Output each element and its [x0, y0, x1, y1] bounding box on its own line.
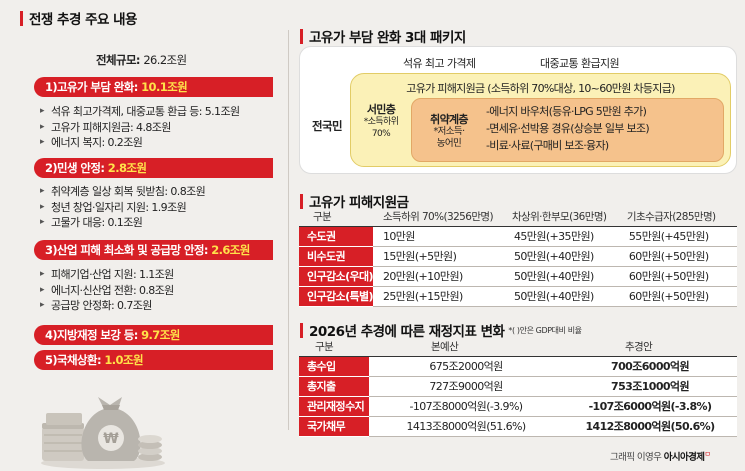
svg-text:₩: ₩ — [103, 431, 119, 447]
section-3-pill: 3)산업 피해 최소화 및 공급망 안정: 2.6조원 — [34, 240, 273, 260]
table-header-row: 구분 본예산 추경안 — [299, 338, 737, 357]
section-4-pill: 4)지방재정 보강 등: 9.7조원 — [34, 325, 273, 345]
table-row: 총수입 675조2000억원 700조6000억원 — [299, 356, 737, 377]
list-item: 공급망 안정화: 0.7조원 — [40, 298, 174, 314]
credit: 그래픽 이영우 아시아경제ㅁ — [610, 450, 711, 464]
list-item: 에너지·신산업 전환: 0.8조원 — [40, 283, 174, 299]
title-bar — [300, 28, 303, 44]
package-col2: 대중교통 환급지원 — [540, 57, 620, 70]
table-row: 총지출 727조9000억원 753조1000억원 — [299, 376, 737, 397]
section-2-pill: 2)민생 안정: 2.8조원 — [34, 158, 273, 178]
list-item: 취약계층 일상 회복 뒷받침: 0.8조원 — [40, 184, 206, 200]
benefit-list: -에너지 바우처(등유·LPG 5만원 추가) -면세유·선박용 경유(상승분 … — [486, 103, 650, 154]
section-5-pill: 5)국채상환: 1.0조원 — [34, 350, 273, 370]
column-divider — [288, 30, 289, 430]
section-2-list: 취약계층 일상 회복 뒷받침: 0.8조원 청년 창업·일자리 지원: 1.9조… — [40, 184, 206, 231]
table-header-row: 구분 소득하위 70%(3256만명) 차상위·한부모(36만명) 기초수급자(… — [299, 208, 737, 227]
section-1-pill: 1)고유가 부담 완화: 10.1조원 — [34, 77, 273, 97]
table-row: 인구감소(특별) 25만원(+15만원) 50만원(+40만원) 60만원(+5… — [299, 286, 737, 307]
package-col1: 석유 최고 가격제 — [403, 57, 476, 70]
support-line: 고유가 피해지원금 (소득하위 70%대상, 10~60만원 차등지급) — [406, 82, 675, 95]
package-title: 고유가 부담 완화 3대 패키지 — [300, 26, 466, 46]
list-item: -에너지 바우처(등유·LPG 5만원 추가) — [486, 105, 647, 118]
fiscal-title: 2026년 추경에 따른 재정지표 변화 *( )안은 GDP대비 비율 — [300, 320, 582, 340]
support-title: 고유가 피해지원금 — [300, 191, 409, 211]
table-row: 수도권 10만원 45만원(+35만원) 55만원(+45만원) — [299, 226, 737, 247]
left-title: 전쟁 추경 주요 내용 — [20, 8, 137, 28]
left-title-text: 전쟁 추경 주요 내용 — [29, 12, 137, 28]
support-table: 구분 소득하위 70%(3256만명) 차상위·한부모(36만명) 기초수급자(… — [299, 208, 737, 307]
fiscal-table: 구분 본예산 추경안 총수입 675조2000억원 700조6000억원 총지출… — [299, 338, 737, 437]
vulnerable-box — [411, 98, 724, 162]
list-item: 청년 창업·일자리 지원: 1.9조원 — [40, 200, 205, 216]
title-bar — [300, 322, 303, 338]
table-row: 국가채무 1413조8000억원(51.6%) 1412조8000억원(50.6… — [299, 416, 737, 437]
vulnerable-label: 취약계층 *저소득· 농어민 — [430, 113, 468, 150]
total-scale: 전체규모: 26.2조원 — [96, 53, 187, 67]
table-row: 비수도권 15만원(+5만원) 50만원(+40만원) 60만원(+50만원) — [299, 246, 737, 267]
list-item: 고물가 대응: 0.1조원 — [40, 215, 205, 231]
list-item: 석유 최고가격제, 대중교통 환급 등: 5.1조원 — [40, 104, 240, 120]
fiscal-note: *( )안은 GDP대비 비율 — [508, 325, 582, 335]
money-bag-icon: ₩ — [41, 397, 165, 469]
list-item: -면세유·선박용 경유(상승분 일부 보조) — [486, 122, 650, 135]
list-item: 피해기업·산업 지원: 1.1조원 — [40, 267, 174, 283]
list-item: -비료·사료(구매비 보조·융자) — [486, 139, 609, 152]
table-row: 관리재정수지 -107조8000억원(-3.9%) -107조6000억원(-3… — [299, 396, 737, 417]
list-item: 에너지 복지: 0.2조원 — [40, 135, 240, 151]
brand-logo: 아시아경제 — [663, 452, 705, 464]
section-3-list: 피해기업·산업 지원: 1.1조원 에너지·신산업 전환: 0.8조원 공급망 … — [40, 267, 174, 314]
title-bar — [300, 193, 303, 209]
title-bar — [20, 10, 23, 26]
table-row: 인구감소(우대) 20만원(+10만원) 50만원(+40만원) 60만원(+5… — [299, 266, 737, 287]
national-label: 전국민 — [312, 119, 343, 133]
seomin-label: 서민층 *소득하위 70% — [363, 103, 399, 140]
list-item: 고유가 피해지원금: 4.8조원 — [40, 120, 240, 136]
section-1-list: 석유 최고가격제, 대중교통 환급 등: 5.1조원 고유가 피해지원금: 4.… — [40, 104, 240, 151]
